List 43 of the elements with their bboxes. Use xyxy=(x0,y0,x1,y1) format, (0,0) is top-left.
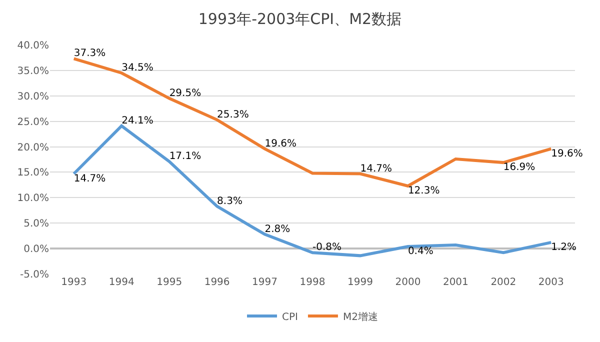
data-label: 19.6% xyxy=(551,148,583,160)
y-tick-label: -5.0% xyxy=(20,270,49,280)
x-tick-label: 1998 xyxy=(300,277,326,288)
line-series xyxy=(72,124,553,258)
data-label: 19.6% xyxy=(264,138,297,150)
legend-label: CPI xyxy=(282,312,298,323)
y-tick-label: 35.0% xyxy=(17,66,49,77)
legend-label: M2增速 xyxy=(342,310,378,323)
x-tick-label: 1993 xyxy=(61,277,87,288)
x-tick-label: 2003 xyxy=(538,277,564,288)
data-label: 16.9% xyxy=(503,162,536,174)
data-label: 25.3% xyxy=(217,109,249,120)
x-tick-label: 1997 xyxy=(252,277,278,288)
x-tick-label: 1995 xyxy=(156,277,182,288)
data-label: 17.1% xyxy=(169,151,202,162)
chart-title: 1993年-2003年CPI、M2数据 xyxy=(198,10,402,28)
data-label: 14.7% xyxy=(360,163,392,174)
y-tick-label: 20.0% xyxy=(17,142,49,154)
y-tick-label: 0.0% xyxy=(24,244,49,256)
data-label: 0.4% xyxy=(408,246,434,258)
data-label: 34.5% xyxy=(122,62,154,74)
y-tick-label: 10.0% xyxy=(17,193,49,204)
x-tick-label: 1999 xyxy=(348,277,373,288)
y-tick-label: 5.0% xyxy=(24,218,49,230)
data-label: 2.8% xyxy=(264,224,290,235)
data-label: 1.2% xyxy=(551,242,577,253)
x-tick-label: 1996 xyxy=(204,277,230,288)
data-label: 37.3% xyxy=(74,48,106,60)
data-label: 24.1% xyxy=(122,115,154,126)
y-tick-label: 30.0% xyxy=(17,91,49,102)
line-series xyxy=(72,57,553,188)
y-tick-label: 25.0% xyxy=(17,116,49,128)
x-tick-label: 1994 xyxy=(108,277,134,288)
data-label: -0.8% xyxy=(312,242,342,254)
data-label: 12.3% xyxy=(408,185,440,196)
data-label: 14.7% xyxy=(74,173,106,184)
data-label: 29.5% xyxy=(169,88,202,99)
y-tick-label: 15.0% xyxy=(17,168,49,179)
y-tick-label: 40.0% xyxy=(17,40,49,52)
data-label: 8.3% xyxy=(217,196,242,207)
x-tick-label: 2001 xyxy=(442,277,468,288)
x-tick-label: 2000 xyxy=(395,277,421,288)
x-tick-label: 2002 xyxy=(490,277,516,288)
